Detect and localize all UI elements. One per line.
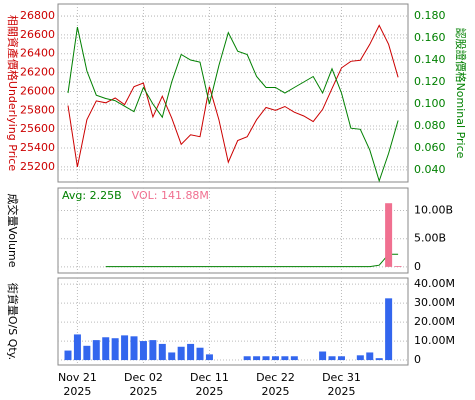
- y-tick-label: 0.060: [414, 141, 446, 154]
- bar: [328, 356, 336, 361]
- y-tick-label: 26400: [20, 47, 55, 60]
- y-tick-label: 26800: [20, 9, 55, 22]
- bar: [130, 336, 138, 361]
- bar: [102, 337, 110, 361]
- x-tick-label: Nov 21: [58, 371, 97, 384]
- y2-axis-title: 認股證價格Nominal Price: [454, 28, 468, 159]
- x-tick-year: 2025: [129, 385, 157, 398]
- bar: [92, 340, 100, 361]
- series-line: [67, 24, 399, 167]
- bar: [243, 356, 251, 361]
- legend-label: VOL: 141.88M: [132, 189, 209, 202]
- series-line: [67, 26, 399, 183]
- bar: [187, 343, 195, 361]
- y-tick-label: 0.100: [414, 97, 446, 110]
- bar: [64, 350, 72, 361]
- bar: [121, 335, 129, 361]
- y-tick-label: 0: [414, 260, 421, 273]
- x-tick-label: Dec 11: [190, 371, 229, 384]
- x-tick-label: Dec 22: [256, 371, 295, 384]
- bar: [83, 345, 91, 361]
- x-tick-year: 2025: [195, 385, 223, 398]
- bar: [149, 340, 157, 361]
- bar: [262, 356, 270, 361]
- bar: [158, 343, 166, 361]
- y-tick-label: 25400: [20, 141, 55, 154]
- bar: [356, 355, 364, 361]
- y-tick-label: 25800: [20, 103, 55, 116]
- y-axis-title: 街貨量O/S Qty.: [6, 283, 20, 360]
- y-tick-label: 5.00B: [414, 232, 446, 245]
- y-tick-label: 0.180: [414, 9, 446, 22]
- y-tick-label: 0.040: [414, 163, 446, 176]
- y-axis-title: 成交量Volume: [6, 194, 20, 268]
- x-tick-label: Dec 02: [124, 371, 163, 384]
- bar: [111, 338, 119, 361]
- bar: [375, 358, 383, 361]
- bar: [177, 346, 185, 361]
- x-tick-year: 2025: [63, 385, 91, 398]
- y-tick-label: 26000: [20, 84, 55, 97]
- panel: [57, 187, 409, 274]
- y-tick-label: 0: [414, 353, 421, 366]
- y-tick-label: 25200: [20, 160, 55, 173]
- x-tick-label: Dec 31: [322, 371, 361, 384]
- bar: [205, 354, 213, 361]
- bar: [139, 341, 147, 361]
- bar: [366, 352, 374, 361]
- y-axis-title: 相關資產價格Underlying Price: [6, 15, 20, 171]
- y-tick-label: 0.120: [414, 75, 446, 88]
- y-tick-label: 0.160: [414, 31, 446, 44]
- y-tick-label: 10.00M: [414, 334, 455, 347]
- y-tick-label: 20.00M: [414, 315, 455, 328]
- bar: [253, 356, 261, 361]
- bar: [290, 356, 298, 361]
- bar: [271, 356, 279, 361]
- bar: [73, 334, 81, 361]
- y-tick-label: 40.00M: [414, 277, 455, 290]
- panel: [57, 3, 409, 183]
- panel: [57, 277, 409, 366]
- y-tick-label: 30.00M: [414, 296, 455, 309]
- bar: [281, 356, 289, 361]
- y-tick-label: 26600: [20, 28, 55, 41]
- y-tick-label: 0.080: [414, 119, 446, 132]
- bar: [168, 352, 176, 361]
- x-tick-year: 2025: [261, 385, 289, 398]
- y-tick-label: 0.140: [414, 53, 446, 66]
- y-tick-label: 25600: [20, 122, 55, 135]
- y-tick-label: 10.00B: [414, 204, 453, 217]
- legend-label: Avg: 2.25B: [62, 189, 122, 202]
- bar: [319, 351, 327, 361]
- bar: [394, 266, 402, 267]
- bar: [385, 298, 393, 361]
- bar: [385, 203, 393, 267]
- x-tick-year: 2025: [327, 385, 355, 398]
- y-tick-label: 26200: [20, 66, 55, 79]
- bar: [337, 356, 345, 361]
- bar: [196, 347, 204, 361]
- series-line: [105, 253, 399, 268]
